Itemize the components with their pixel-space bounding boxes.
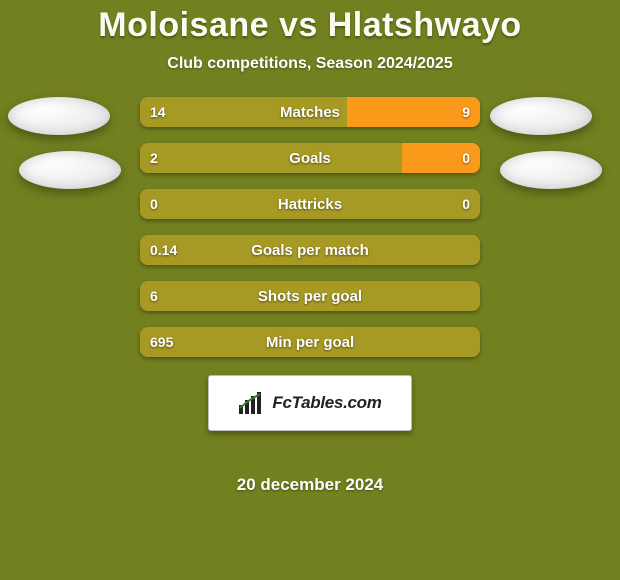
page-subtitle: Club competitions, Season 2024/2025 [0,55,620,73]
stat-row: Matches149 [140,97,480,127]
date-label: 20 december 2024 [0,475,620,495]
stat-rows: Matches149 Goals20 Hattricks00 Goals per ma… [140,97,480,373]
page-title: Moloisane vs Hlatshwayo [0,0,620,45]
logo-container: FcTables.com [0,375,620,431]
comparison-card: Moloisane vs Hlatshwayo Club competition… [0,0,620,580]
player-right-photo-1 [490,97,592,135]
stat-bar-left [140,327,480,357]
stat-row: Goals per match0.14 [140,235,480,265]
stat-row: Shots per goal6 [140,281,480,311]
stat-row: Goals20 [140,143,480,173]
fctables-label: FcTables.com [272,393,381,413]
stat-bar-left [140,281,480,311]
stage: Matches149 Goals20 Hattricks00 Goals per ma… [0,97,620,457]
player-right-photo-2 [500,151,602,189]
fctables-icon [238,390,264,416]
stat-bar-left [140,143,402,173]
stat-bar-right [402,143,480,173]
stat-row: Min per goal695 [140,327,480,357]
stat-bar-left [140,189,480,219]
stat-bar-left [140,97,347,127]
player-left-photo-2 [19,151,121,189]
stat-bar-left [140,235,480,265]
stat-bar-right [347,97,480,127]
player-left-photo-1 [8,97,110,135]
fctables-badge[interactable]: FcTables.com [208,375,412,431]
stat-row: Hattricks00 [140,189,480,219]
